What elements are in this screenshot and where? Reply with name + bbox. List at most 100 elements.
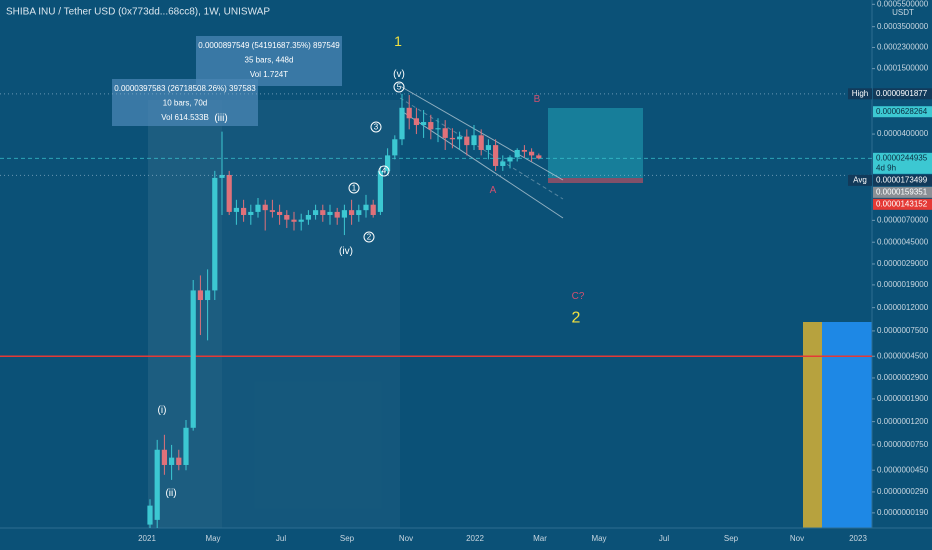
candle-body (161, 449, 167, 465)
y-tick-label: 0.0002300000 (877, 43, 929, 52)
candle-body (197, 290, 203, 301)
candle-body (341, 210, 347, 218)
measure-text: 35 bars, 448d (245, 56, 294, 65)
target-box (548, 108, 643, 178)
wave-label: A (490, 185, 497, 196)
candle-body (183, 427, 189, 465)
time-box (822, 322, 872, 528)
price-tag-value: 0.0000244935 (876, 153, 928, 162)
price-tag (873, 106, 932, 118)
y-tick-label: 0.0000019000 (877, 280, 929, 289)
wave-label: B (534, 94, 541, 105)
wave-label: 1 (394, 33, 402, 49)
y-tick-label: 0.0001500000 (877, 64, 929, 73)
candle-body (248, 211, 254, 215)
price-tag-note: 4d 9h (876, 163, 896, 172)
candle-body (327, 211, 333, 215)
candle-body (176, 457, 182, 465)
y-tick-label: 0.0000000290 (877, 487, 929, 496)
price-tag-label-box (848, 88, 872, 100)
x-tick-label: Jul (276, 534, 286, 543)
y-tick-label: 0.0000000190 (877, 508, 929, 517)
price-tag-value: 0.0000143152 (876, 199, 928, 208)
measure-range (222, 100, 400, 528)
x-tick-label: May (591, 534, 606, 543)
candle-body (226, 174, 232, 212)
x-tick-label: Nov (790, 534, 804, 543)
candle-body (457, 136, 463, 140)
candle-body (370, 204, 376, 215)
wave-label: 3 (374, 123, 379, 132)
candle-body (449, 137, 455, 140)
price-tag-label: Avg (853, 175, 867, 184)
y-tick-label: 0.0000001900 (877, 394, 929, 403)
candle-body (507, 157, 513, 162)
x-tick-label: Nov (399, 534, 413, 543)
y-tick-label: 0.0000012000 (877, 303, 929, 312)
wave-label: (iv) (339, 246, 353, 257)
axis-unit: USDT (892, 8, 914, 17)
candle-body (255, 204, 261, 212)
candle-body (471, 135, 477, 146)
x-tick-label: 2021 (138, 534, 156, 543)
candle-body (399, 107, 405, 140)
price-tag-value: 0.0000159351 (876, 187, 928, 196)
wave-label: 2 (367, 233, 372, 242)
y-tick-label: 0.0000400000 (877, 129, 929, 138)
candle-body (219, 174, 225, 178)
candle-body (514, 149, 520, 158)
candle-body (205, 290, 211, 301)
measure-box (112, 79, 258, 126)
candle-body (435, 128, 441, 130)
candle-body (349, 210, 355, 215)
measure-box (196, 36, 342, 86)
candle-body (485, 145, 491, 150)
x-tick-label: May (205, 534, 220, 543)
price-tag-value: 0.0000173499 (876, 175, 928, 184)
candle-body (154, 449, 160, 520)
y-tick-label: 0.0000004500 (877, 351, 929, 360)
candle-body (464, 136, 470, 146)
wave-label: 1 (352, 184, 357, 193)
candle-body (356, 210, 362, 215)
y-tick-label: 0.0000000450 (877, 465, 929, 474)
x-tick-label: Jul (659, 534, 669, 543)
wave-label: (i) (158, 405, 167, 416)
y-tick-label: 0.0000007500 (877, 326, 929, 335)
wave-label: 2 (572, 310, 581, 327)
time-box (803, 322, 822, 528)
candle-body (406, 107, 412, 119)
candle-body (385, 155, 391, 171)
candle-body (212, 177, 218, 291)
candle-body (284, 214, 290, 220)
wave-label: (v) (393, 69, 405, 80)
wave-circle (348, 182, 360, 194)
candle-body (305, 214, 311, 220)
candle-body (334, 211, 340, 218)
candle-body (478, 135, 484, 150)
price-tag (873, 186, 932, 198)
candle-body (147, 505, 153, 525)
chart-title: SHIBA INU / Tether USD (0x773dd...68cc8)… (6, 7, 270, 18)
wave-circle (378, 165, 390, 177)
price-tag (873, 198, 932, 210)
price-tag-label-box (848, 174, 872, 186)
candle-body (442, 128, 448, 138)
x-tick-label: 2022 (466, 534, 484, 543)
candle-body (493, 145, 499, 166)
candle-body (363, 204, 369, 211)
y-tick-label: 0.0000045000 (877, 237, 929, 246)
candle-body (291, 219, 297, 222)
wave-circle (393, 81, 405, 93)
y-tick-label: 0.0000000750 (877, 440, 929, 449)
wave-label: (ii) (165, 488, 176, 499)
wave-circle (363, 231, 375, 243)
y-tick-label: 0.0005500000 (877, 0, 929, 8)
price-tag-value: 0.0000628264 (876, 107, 928, 116)
price-tag (873, 152, 932, 174)
candle-body (313, 210, 319, 215)
candle-body (413, 118, 419, 126)
stop-box (548, 178, 643, 183)
candle-body (262, 204, 268, 211)
